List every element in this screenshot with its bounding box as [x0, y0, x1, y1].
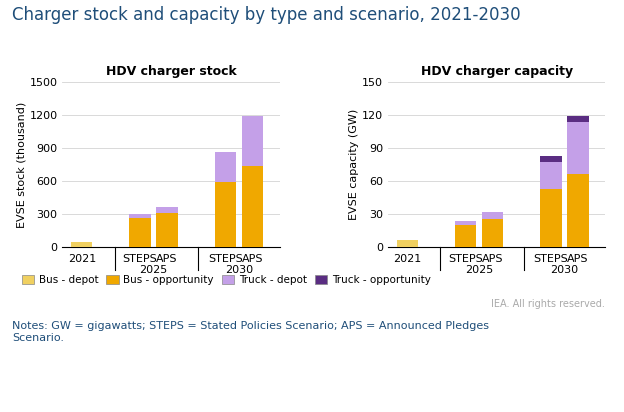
Y-axis label: EVSE stock (thousand): EVSE stock (thousand) [17, 102, 27, 228]
Text: APS: APS [157, 254, 178, 264]
Text: STEPS: STEPS [122, 254, 157, 264]
Bar [241, 166, 263, 247]
Bar [215, 152, 236, 183]
Text: 2025: 2025 [139, 265, 168, 275]
Text: 2030: 2030 [225, 265, 253, 275]
Bar [129, 214, 150, 218]
Text: APS: APS [482, 254, 504, 264]
Text: IEA. All rights reserved.: IEA. All rights reserved. [492, 299, 605, 309]
Text: Notes: GW = gigawatts; STEPS = Stated Policies Scenario; APS = Announced Pledges: Notes: GW = gigawatts; STEPS = Stated Po… [12, 321, 489, 343]
Y-axis label: EVSE capacity (GW): EVSE capacity (GW) [349, 109, 359, 220]
Text: APS: APS [567, 254, 589, 264]
Bar [215, 183, 236, 247]
Bar [567, 122, 589, 173]
Text: APS: APS [241, 254, 263, 264]
Bar [540, 189, 562, 247]
Bar [567, 117, 589, 122]
Bar [71, 242, 92, 247]
Bar [540, 162, 562, 189]
Bar [241, 117, 263, 166]
Text: STEPS: STEPS [208, 254, 243, 264]
Bar [157, 207, 178, 213]
Legend: Bus - depot, Bus - opportunity, Truck - depot, Truck - opportunity: Bus - depot, Bus - opportunity, Truck - … [17, 271, 435, 289]
Bar [455, 221, 476, 225]
Bar [482, 219, 504, 247]
Text: STEPS: STEPS [448, 254, 483, 264]
Text: 2030: 2030 [550, 265, 578, 275]
Text: 2021: 2021 [393, 254, 422, 264]
Bar [129, 218, 150, 247]
Bar [397, 239, 418, 247]
Title: HDV charger capacity: HDV charger capacity [421, 66, 573, 78]
Bar [482, 212, 504, 219]
Title: HDV charger stock: HDV charger stock [105, 66, 236, 78]
Bar [157, 213, 178, 247]
Bar [540, 156, 562, 162]
Bar [567, 173, 589, 247]
Text: 2025: 2025 [465, 265, 494, 275]
Bar [455, 225, 476, 247]
Text: Charger stock and capacity by type and scenario, 2021-2030: Charger stock and capacity by type and s… [12, 6, 521, 24]
Text: STEPS: STEPS [534, 254, 568, 264]
Text: 2021: 2021 [67, 254, 96, 264]
